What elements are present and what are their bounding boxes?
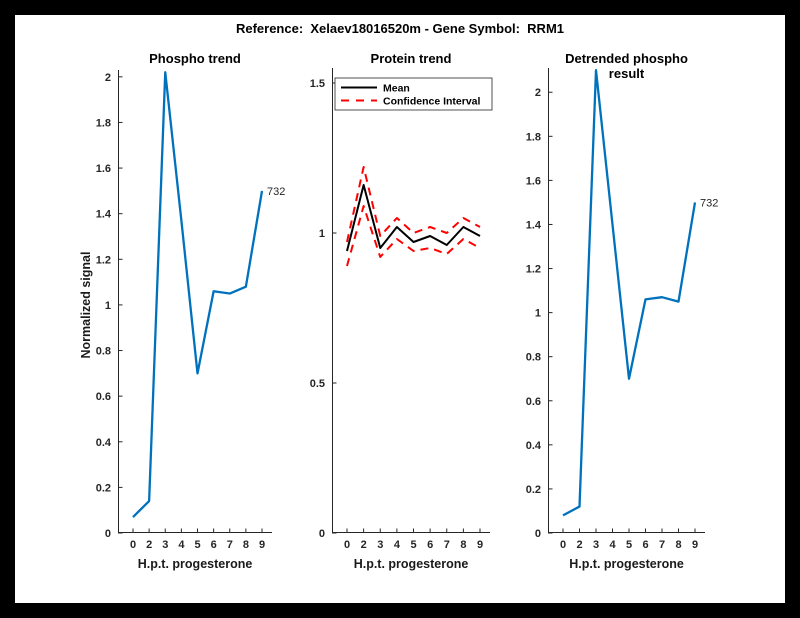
x-tick-label: 9 <box>692 539 698 551</box>
y-tick-label: 1.2 <box>526 264 541 276</box>
x-tick-label: 4 <box>394 539 401 551</box>
x-tick-label: 9 <box>477 539 483 551</box>
y-tick-label: 1 <box>319 228 325 240</box>
y-tick-label: 0.6 <box>526 396 541 408</box>
y-tick-label: 0.2 <box>96 482 111 494</box>
figure-title: Reference: Xelaev18016520m - Gene Symbol… <box>235 21 565 36</box>
y-tick-label: 0.8 <box>526 352 541 364</box>
y-tick-label: 0 <box>319 528 325 540</box>
series-ci-upper <box>346 166 481 243</box>
y-tick-label: 0.2 <box>526 484 541 496</box>
x-tick-label: 6 <box>427 539 433 551</box>
x-tick-label: 3 <box>377 539 383 551</box>
legend-entry-label: Confidence Interval <box>383 95 481 107</box>
x-tick-label: 2 <box>146 539 152 551</box>
legend-box <box>334 77 493 111</box>
y-tick-label: 2 <box>535 87 541 99</box>
axes: 0 2 3 4 5 6 7 8 900.20.40.60.811.21.41.61.82 <box>526 68 705 551</box>
x-tick-label: 4 <box>609 539 616 551</box>
y-tick-label: 1 <box>535 308 541 320</box>
x-tick-label: 7 <box>444 539 450 551</box>
y-tick-label: 0.5 <box>310 378 325 390</box>
y-tick-label: 1 <box>105 300 111 312</box>
x-tick-label: 0 <box>344 539 350 551</box>
x-tick-label: 3 <box>162 539 168 551</box>
y-tick-label: 1.4 <box>96 209 112 221</box>
y-tick-label: 1.4 <box>526 219 542 231</box>
legend-entry-label: Mean <box>383 82 410 94</box>
x-tick-label: 7 <box>227 539 233 551</box>
x-tick-label: 8 <box>460 539 466 551</box>
y-tick-label: 0.4 <box>526 440 542 452</box>
y-tick-label: 0 <box>105 528 111 540</box>
x-tick-label: 5 <box>410 539 416 551</box>
y-tick-label: 1.5 <box>310 78 325 90</box>
x-tick-label: 3 <box>593 539 599 551</box>
x-tick-label: 6 <box>642 539 648 551</box>
series-detrended-signal <box>562 69 697 517</box>
datapoint-label: 732 <box>700 197 718 209</box>
y-tick-label: 0.4 <box>96 437 112 449</box>
y-tick-label: 1.8 <box>96 117 111 129</box>
series-mean <box>346 184 481 252</box>
x-tick-label: 5 <box>194 539 200 551</box>
x-tick-label: 2 <box>576 539 582 551</box>
x-tick-label: 8 <box>675 539 681 551</box>
x-tick-label: 0 <box>560 539 566 551</box>
figure-canvas: Reference: Xelaev18016520m - Gene Symbol… <box>15 15 785 603</box>
series-phospho-signal <box>132 71 264 518</box>
y-tick-label: 1.8 <box>526 131 541 143</box>
x-tick-label: 0 <box>130 539 136 551</box>
x-tick-label: 8 <box>243 539 249 551</box>
x-tick-label: 9 <box>259 539 265 551</box>
series-ci-lower <box>346 205 481 267</box>
y-tick-label: 0.6 <box>96 391 111 403</box>
x-tick-label: 5 <box>626 539 632 551</box>
datapoint-label: 732 <box>267 186 285 198</box>
axes: 0 2 3 4 5 6 7 8 900.511.5 <box>310 68 490 551</box>
x-tick-label: 2 <box>361 539 367 551</box>
x-axis-label-protein: H.p.t. progesterone <box>353 557 469 571</box>
y-tick-label: 0.8 <box>96 346 111 358</box>
x-tick-label: 4 <box>178 539 185 551</box>
x-tick-label: 7 <box>659 539 665 551</box>
plot-title-detrended-phospho: Detrended phospho result <box>565 51 688 81</box>
axes: 0 2 3 4 5 6 7 8 900.20.40.60.811.21.41.61.82 <box>96 70 272 551</box>
y-tick-label: 1.6 <box>96 163 111 175</box>
y-tick-label: 0 <box>535 528 541 540</box>
plot-title-phospho-trend: Phospho trend <box>149 51 241 66</box>
x-axis-label-phospho: H.p.t. progesterone <box>137 557 253 571</box>
y-tick-label: 1.6 <box>526 175 541 187</box>
plot-title-protein-trend: Protein trend <box>370 51 452 66</box>
x-axis-label-detrended: H.p.t. progesterone <box>569 557 684 571</box>
y-tick-label: 2 <box>105 72 111 84</box>
x-tick-label: 6 <box>211 539 217 551</box>
y-tick-label: 1.2 <box>96 254 111 266</box>
